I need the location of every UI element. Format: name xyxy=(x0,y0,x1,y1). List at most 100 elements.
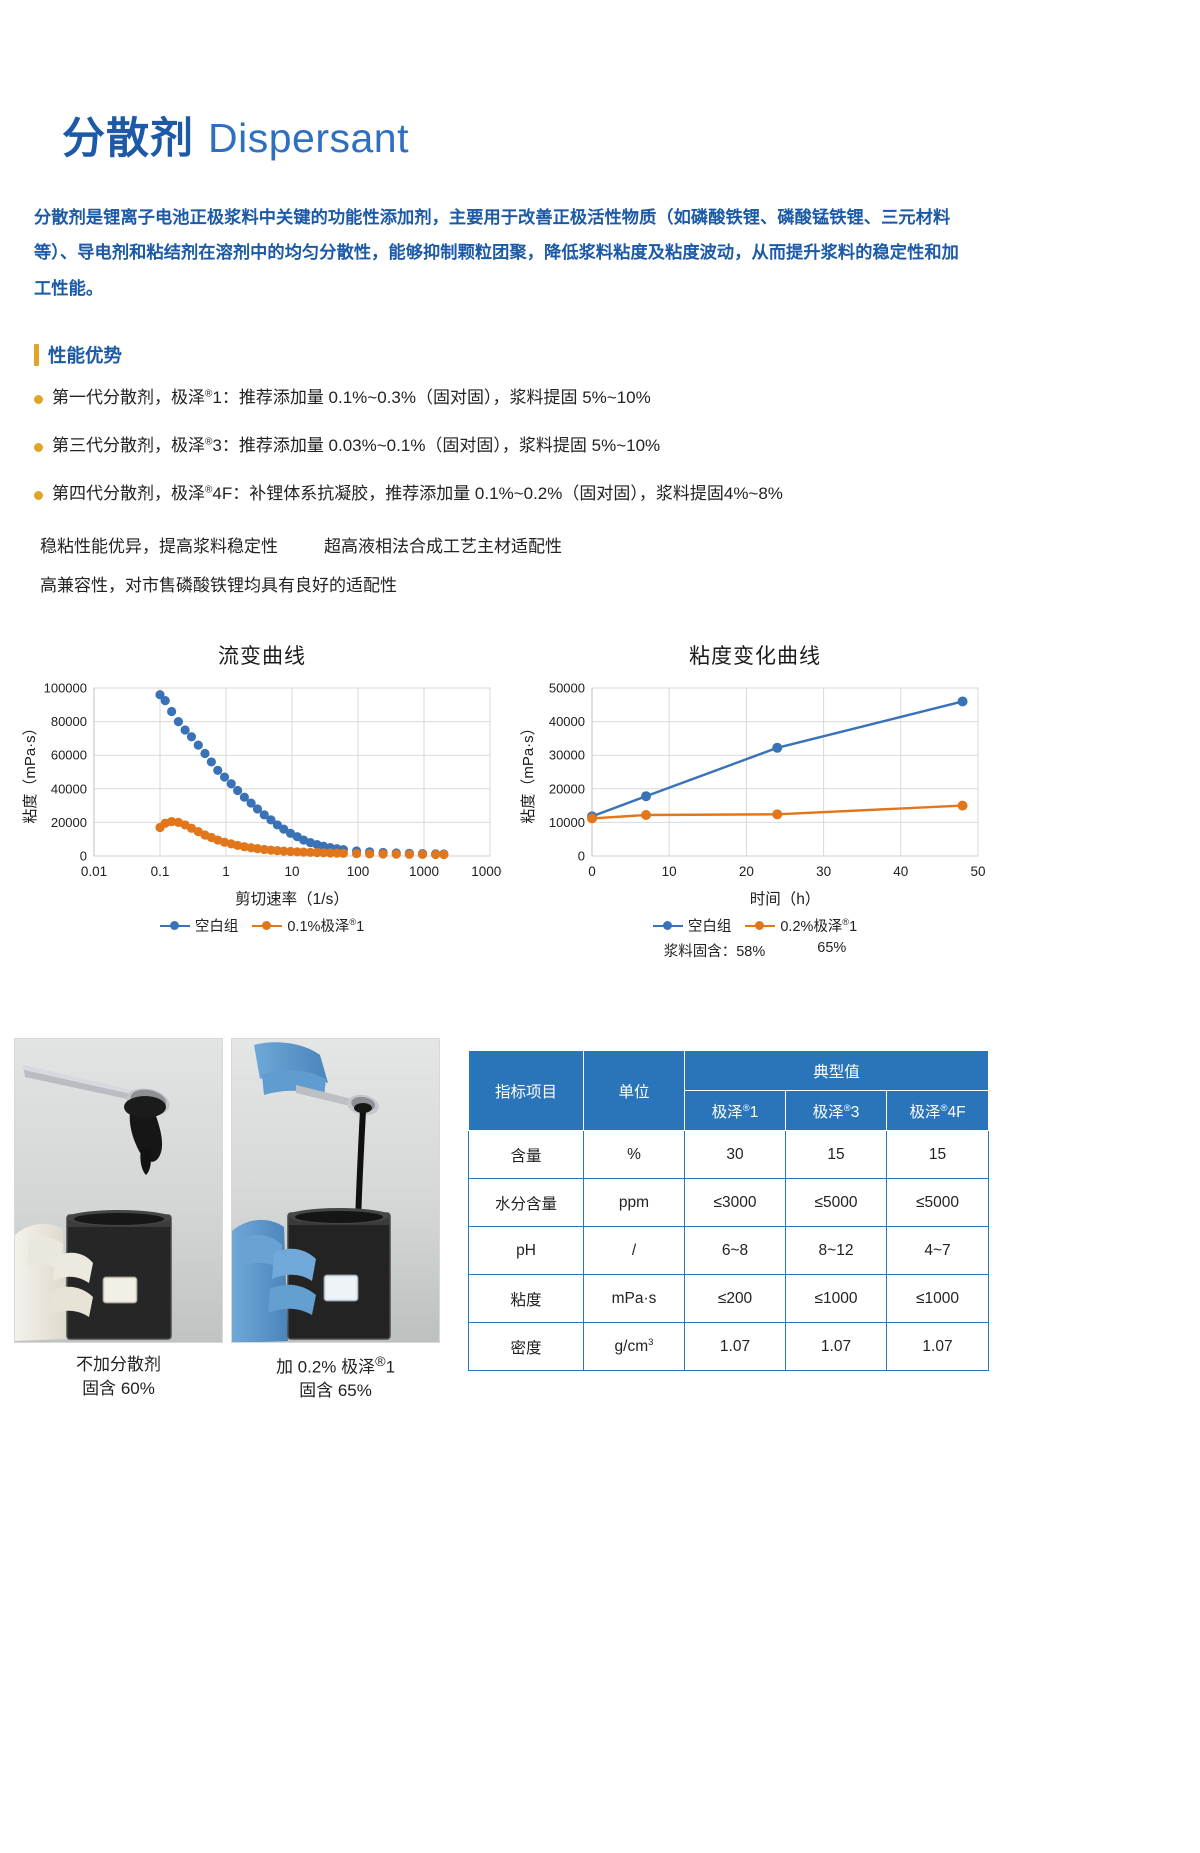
cell-value-1: ≤200 xyxy=(684,1274,786,1323)
bullet-text: 第三代分散剂，极泽®3：推荐添加量 0.03%~0.1%（固对固），浆料提固 5… xyxy=(52,435,661,455)
table-row: 含量% 30 15 15 xyxy=(468,1130,990,1179)
bullet-text: 第一代分散剂，极泽®1：推荐添加量 0.1%~0.3%（固对固），浆料提固 5%… xyxy=(52,388,651,407)
chart-legend: 空白组 0.2%极泽®1 xyxy=(520,915,990,936)
table-row: 粘度 mPa·s ≤200 ≤1000 ≤1000 xyxy=(468,1274,990,1323)
title-chinese: 分散剂 xyxy=(62,115,198,165)
photo-illustration xyxy=(232,1039,439,1342)
title-english: Dispersant xyxy=(208,115,409,161)
legend-label: 0.2%极泽®1 xyxy=(780,917,858,935)
cell-value-2: 8~12 xyxy=(785,1226,887,1275)
legend-label: 空白组 xyxy=(687,919,732,935)
photo-illustration xyxy=(15,1039,222,1342)
cell-value-2: 1.07 xyxy=(785,1322,887,1371)
cell-value-2: 15 xyxy=(785,1130,887,1179)
cell-unit: % xyxy=(583,1130,685,1179)
photo-caption-line1: 加 0.2% 极泽®1 xyxy=(275,1354,396,1377)
svg-text:50: 50 xyxy=(970,864,985,879)
chart-plot-area: 0 10000 20000 30000 40000 50000 0 10 20 30 40 50 粘度（… xyxy=(520,678,990,913)
cell-unit: ppm xyxy=(583,1178,685,1227)
chart-title: 粘度变化曲线 xyxy=(689,645,821,668)
table-row: 密度 g/cm3 1.07 1.07 1.07 xyxy=(468,1322,990,1371)
spec-table: 指标项目 单位 典型值 极泽®1 极泽®3 极泽®4F 含量% 30 15 15 水分含… xyxy=(468,1050,990,1371)
cell-value-1: 1.07 xyxy=(684,1322,786,1371)
bullet-dot-icon xyxy=(34,442,43,452)
section-heading-performance: 性能优势 xyxy=(34,342,122,368)
highlight-tag-row: 稳粘性能优异，提高浆料稳定性 超高液相法合成工艺主材适配性 xyxy=(34,535,984,562)
section-heading-label: 性能优势 xyxy=(48,345,123,366)
list-item: 第一代分散剂，极泽®1：推荐添加量 0.1%~0.3%（固对固），浆料提固 5%… xyxy=(34,386,984,410)
section-accent-bar xyxy=(34,344,39,366)
photo-with-dispersant xyxy=(231,1038,440,1343)
svg-text:20: 20 xyxy=(739,864,754,879)
chart-title: 流变曲线 xyxy=(218,645,306,668)
legend-item: 0.1%极泽®1 xyxy=(252,915,364,936)
bullet-text: 第四代分散剂，极泽®4F：补锂体系抗凝胶，推荐添加量 0.1%~0.2%（固对固… xyxy=(52,483,783,503)
svg-text:10: 10 xyxy=(284,864,299,879)
spec-table-body: 含量% 30 15 15 水分含量 ppm ≤3000 ≤5000 ≤5000 pH/6~8 8~1… xyxy=(468,1130,990,1371)
spec-table-wrapper: 指标项目 单位 典型值 极泽®1 极泽®3 极泽®4F 含量% 30 15 15 水分含… xyxy=(468,1050,990,1371)
cell-unit: mPa·s xyxy=(583,1274,685,1323)
charts-area: 流变曲线 0 20000 40000 60000 80000 100000 0.01 0.1 1… xyxy=(0,640,1200,1000)
cell-item: 含量 xyxy=(468,1130,584,1179)
spec-table-head: 指标项目 单位 典型值 极泽®1 极泽®3 极泽®4F xyxy=(468,1050,990,1131)
svg-text:1000: 1000 xyxy=(409,864,439,879)
bullet-dot-icon xyxy=(34,490,43,500)
svg-text:时间（h）: 时间（h） xyxy=(750,890,821,908)
cell-item: 密度 xyxy=(468,1322,584,1371)
highlight-tag: 超高液相法合成工艺主材适配性 xyxy=(318,535,568,562)
photo-caption-line2: 固含 65% xyxy=(299,1381,372,1401)
legend-label: 空白组 xyxy=(194,919,239,935)
svg-text:60000: 60000 xyxy=(51,748,87,763)
cell-value-3: ≤5000 xyxy=(885,1178,990,1227)
list-item: 第四代分散剂，极泽®4F：补锂体系抗凝胶，推荐添加量 0.1%~0.2%（固对固… xyxy=(34,482,984,506)
svg-text:100000: 100000 xyxy=(44,681,87,696)
chart-legend: 空白组 0.1%极泽®1 xyxy=(22,915,502,936)
legend-item: 空白组 xyxy=(159,915,239,936)
svg-text:40000: 40000 xyxy=(549,714,585,729)
cell-value-3: 4~7 xyxy=(885,1226,990,1275)
svg-text:1: 1 xyxy=(222,864,230,879)
svg-text:30: 30 xyxy=(816,864,831,879)
chart-svg: 0 10000 20000 30000 40000 50000 0 10 20 30 40 50 粘度（… xyxy=(520,681,986,909)
solids-note-label: 浆料固含：58% xyxy=(663,944,766,960)
cell-item: 粘度 xyxy=(468,1274,584,1323)
solids-note-value-2: 65% xyxy=(817,940,847,956)
cell-unit: g/cm3 xyxy=(583,1322,685,1371)
cell-value-3: 15 xyxy=(885,1130,990,1179)
svg-text:40: 40 xyxy=(893,864,908,879)
chart-viscosity-change: 粘度变化曲线 0 10000 20000 30000 40000 50000 0 10 20 30… xyxy=(520,640,990,961)
cell-value-2: ≤5000 xyxy=(785,1178,887,1227)
table-row: 水分含量 ppm ≤3000 ≤5000 ≤5000 xyxy=(468,1178,990,1227)
highlight-tag-row: 高兼容性，对市售磷酸铁锂均具有良好的适配性 xyxy=(34,574,984,601)
svg-text:10000: 10000 xyxy=(471,864,502,879)
table-row: pH/6~8 8~12 4~7 xyxy=(468,1226,990,1275)
intro-paragraph: 分散剂是锂离子电池正极浆料中关键的功能性添加剂，主要用于改善正极活性物质（如磷酸… xyxy=(34,207,959,298)
cell-value-1: ≤3000 xyxy=(684,1178,786,1227)
legend-marker-icon xyxy=(652,920,683,932)
cell-item: 水分含量 xyxy=(468,1178,584,1227)
bullet-dot-icon xyxy=(34,395,43,404)
chart-solids-note: 浆料固含：58% 65% xyxy=(520,940,990,961)
svg-text:20000: 20000 xyxy=(549,781,585,796)
col-header-jize4f: 极泽®4F xyxy=(885,1090,990,1131)
cell-value-2: ≤1000 xyxy=(785,1274,887,1323)
svg-text:粘度（mPa·s）: 粘度（mPa·s） xyxy=(520,720,537,823)
cell-value-1: 30 xyxy=(684,1130,786,1179)
photo-caption-line2: 固含 60% xyxy=(82,1378,155,1398)
svg-text:0: 0 xyxy=(80,849,87,864)
photo-comparison: 不加分散剂 固含 60% 加 0.2% 极泽®1 固含 65% xyxy=(14,1038,440,1403)
col-header-item: 指标项目 xyxy=(468,1050,584,1131)
cell-value-3: ≤1000 xyxy=(885,1274,990,1323)
title-chinese-text: 分散剂 xyxy=(62,115,194,163)
photo-caption-line1: 不加分散剂 xyxy=(76,1355,161,1374)
svg-text:0.01: 0.01 xyxy=(81,864,107,879)
legend-item: 空白组 xyxy=(652,915,732,936)
cell-item: pH xyxy=(468,1226,584,1275)
chart-rheology: 流变曲线 0 20000 40000 60000 80000 100000 0.01 0.1 1… xyxy=(22,640,509,936)
col-header-jize3: 极泽®3 xyxy=(785,1090,887,1131)
svg-text:0: 0 xyxy=(588,864,596,879)
list-item: 第三代分散剂，极泽®3：推荐添加量 0.03%~0.1%（固对固），浆料提固 5… xyxy=(34,434,984,458)
cell-value-1: 6~8 xyxy=(684,1226,786,1275)
chart-plot-area: 0 20000 40000 60000 80000 100000 0.01 0.1 1 10 100… xyxy=(22,678,509,913)
